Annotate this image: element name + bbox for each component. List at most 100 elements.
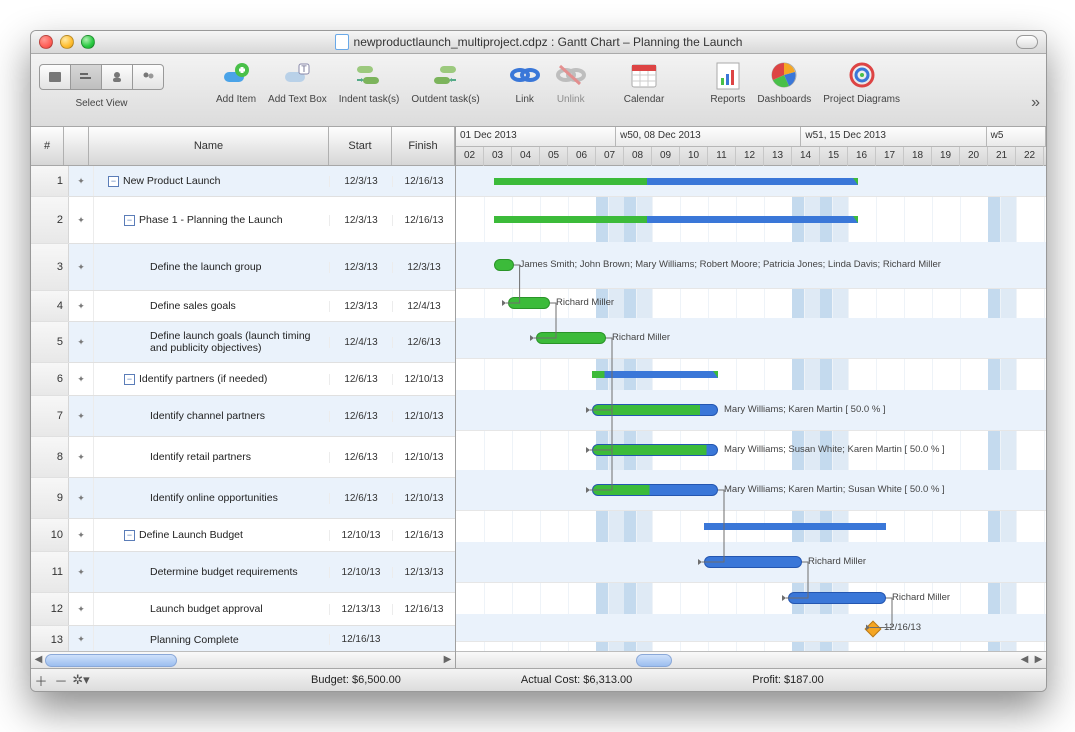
gantt-task-bar[interactable] <box>592 484 718 496</box>
reports-button[interactable] <box>711 58 745 92</box>
task-start[interactable]: 12/4/13 <box>329 337 392 348</box>
task-start[interactable]: 12/6/13 <box>329 374 392 385</box>
task-name-cell[interactable]: −Define Launch Budget <box>94 529 329 541</box>
task-start[interactable]: 12/6/13 <box>329 452 392 463</box>
table-row[interactable]: 13✦Planning Complete12/16/13 <box>31 626 455 651</box>
minimize-window-button[interactable] <box>60 35 74 49</box>
expander-icon[interactable]: − <box>108 176 119 187</box>
table-row[interactable]: 11✦Determine budget requirements12/10/13… <box>31 552 455 593</box>
timeline-header[interactable]: 01 Dec 2013w50, 08 Dec 2013w51, 15 Dec 2… <box>456 127 1046 166</box>
task-start[interactable]: 12/10/13 <box>329 567 392 578</box>
task-finish[interactable]: 12/16/13 <box>392 530 455 541</box>
toolbar-toggle-button[interactable] <box>1016 35 1038 49</box>
task-name-cell[interactable]: Identify retail partners <box>94 451 329 463</box>
task-name-cell[interactable]: −Phase 1 - Planning the Launch <box>94 214 329 226</box>
gantt-hscroll[interactable]: ◀ ▶ <box>456 651 1046 668</box>
task-finish[interactable]: 12/16/13 <box>392 176 455 187</box>
settings-gear-button[interactable]: ✲▾ <box>71 672 91 688</box>
task-start[interactable]: 12/3/13 <box>329 215 392 226</box>
view-gantt-button[interactable] <box>71 64 102 90</box>
table-row[interactable]: 4✦Define sales goals12/3/1312/4/13 <box>31 291 455 322</box>
task-name-cell[interactable]: Identify online opportunities <box>94 492 329 504</box>
task-name-cell[interactable]: Define sales goals <box>94 300 329 312</box>
gantt-scroll-right[interactable]: ▶ <box>1032 653 1045 666</box>
gantt-task-bar[interactable] <box>704 556 802 568</box>
task-name-cell[interactable]: Planning Complete <box>94 634 329 646</box>
close-window-button[interactable] <box>39 35 53 49</box>
add-item-button[interactable] <box>219 58 253 92</box>
task-name-cell[interactable]: Identify channel partners <box>94 410 329 422</box>
project-diagrams-button[interactable] <box>845 58 879 92</box>
gantt-scroll-left[interactable]: ◀ <box>1018 653 1031 666</box>
task-name-cell[interactable]: Determine budget requirements <box>94 566 329 578</box>
view-resource-button[interactable] <box>102 64 133 90</box>
task-name-cell[interactable]: −New Product Launch <box>94 175 329 187</box>
expander-icon[interactable]: − <box>124 374 135 385</box>
task-finish[interactable]: 12/10/13 <box>392 493 455 504</box>
zoom-window-button[interactable] <box>81 35 95 49</box>
gantt-summary-bar[interactable] <box>494 178 858 185</box>
task-start[interactable]: 12/13/13 <box>329 604 392 615</box>
task-name-cell[interactable]: Define the launch group <box>94 261 329 273</box>
task-finish[interactable]: 12/10/13 <box>392 374 455 385</box>
remove-row-button[interactable]: － <box>51 671 71 690</box>
gantt-task-bar[interactable] <box>494 259 514 271</box>
indent-button[interactable] <box>352 58 386 92</box>
add-text-box-button[interactable]: T <box>280 58 314 92</box>
gantt-scroll-thumb[interactable] <box>636 654 672 667</box>
unlink-button[interactable] <box>554 58 588 92</box>
table-row[interactable]: 7✦Identify channel partners12/6/1312/10/… <box>31 396 455 437</box>
view-tree-button[interactable] <box>39 64 71 90</box>
task-start[interactable]: 12/3/13 <box>329 176 392 187</box>
task-finish[interactable]: 12/16/13 <box>392 604 455 615</box>
add-row-button[interactable]: ＋ <box>31 671 51 690</box>
expander-icon[interactable]: − <box>124 215 135 226</box>
gantt-summary-bar[interactable] <box>494 216 858 223</box>
calendar-button[interactable] <box>627 58 661 92</box>
table-scroll-right[interactable]: ▶ <box>441 653 454 666</box>
task-finish[interactable]: 12/4/13 <box>392 301 455 312</box>
expander-icon[interactable]: − <box>124 530 135 541</box>
table-scroll-thumb[interactable] <box>45 654 177 667</box>
col-header-start[interactable]: Start <box>329 127 392 165</box>
gantt-task-bar[interactable] <box>508 297 550 309</box>
task-start[interactable]: 12/16/13 <box>329 634 392 645</box>
table-row[interactable]: 10✦−Define Launch Budget12/10/1312/16/13 <box>31 519 455 552</box>
gantt-task-bar[interactable] <box>536 332 606 344</box>
table-scroll-left[interactable]: ◀ <box>32 653 45 666</box>
table-row[interactable]: 8✦Identify retail partners12/6/1312/10/1… <box>31 437 455 478</box>
task-finish[interactable]: 12/6/13 <box>392 337 455 348</box>
outdent-button[interactable] <box>429 58 463 92</box>
task-start[interactable]: 12/3/13 <box>329 301 392 312</box>
table-row[interactable]: 9✦Identify online opportunities12/6/1312… <box>31 478 455 519</box>
col-header-name[interactable]: Name <box>89 127 329 165</box>
table-row[interactable]: 5✦Define launch goals (launch timing and… <box>31 322 455 363</box>
col-header-finish[interactable]: Finish <box>392 127 455 165</box>
dashboards-button[interactable] <box>767 58 801 92</box>
task-finish[interactable]: 12/10/13 <box>392 452 455 463</box>
task-name-cell[interactable]: −Identify partners (if needed) <box>94 373 329 385</box>
gantt-task-bar[interactable] <box>592 404 718 416</box>
table-row[interactable]: 3✦Define the launch group12/3/1312/3/13 <box>31 244 455 291</box>
task-start[interactable]: 12/3/13 <box>329 262 392 273</box>
task-start[interactable]: 12/10/13 <box>329 530 392 541</box>
task-finish[interactable]: 12/16/13 <box>392 215 455 226</box>
table-row[interactable]: 2✦−Phase 1 - Planning the Launch12/3/131… <box>31 197 455 244</box>
task-start[interactable]: 12/6/13 <box>329 411 392 422</box>
task-name-cell[interactable]: Launch budget approval <box>94 603 329 615</box>
task-finish[interactable]: 12/10/13 <box>392 411 455 422</box>
table-row[interactable]: 6✦−Identify partners (if needed)12/6/131… <box>31 363 455 396</box>
task-start[interactable]: 12/6/13 <box>329 493 392 504</box>
table-row[interactable]: 1✦−New Product Launch12/3/1312/16/13 <box>31 166 455 197</box>
table-row[interactable]: 12✦Launch budget approval12/13/1312/16/1… <box>31 593 455 626</box>
task-finish[interactable]: 12/13/13 <box>392 567 455 578</box>
link-button[interactable] <box>508 58 542 92</box>
gantt-task-bar[interactable] <box>592 444 718 456</box>
gantt-summary-bar[interactable] <box>704 523 886 530</box>
toolbar-overflow-button[interactable]: » <box>1031 94 1040 112</box>
view-team-button[interactable] <box>133 64 164 90</box>
gantt-body[interactable]: James Smith; John Brown; Mary Williams; … <box>456 166 1046 651</box>
table-hscroll[interactable]: ◀ ▶ <box>31 651 455 668</box>
task-finish[interactable]: 12/3/13 <box>392 262 455 273</box>
gantt-task-bar[interactable] <box>788 592 886 604</box>
